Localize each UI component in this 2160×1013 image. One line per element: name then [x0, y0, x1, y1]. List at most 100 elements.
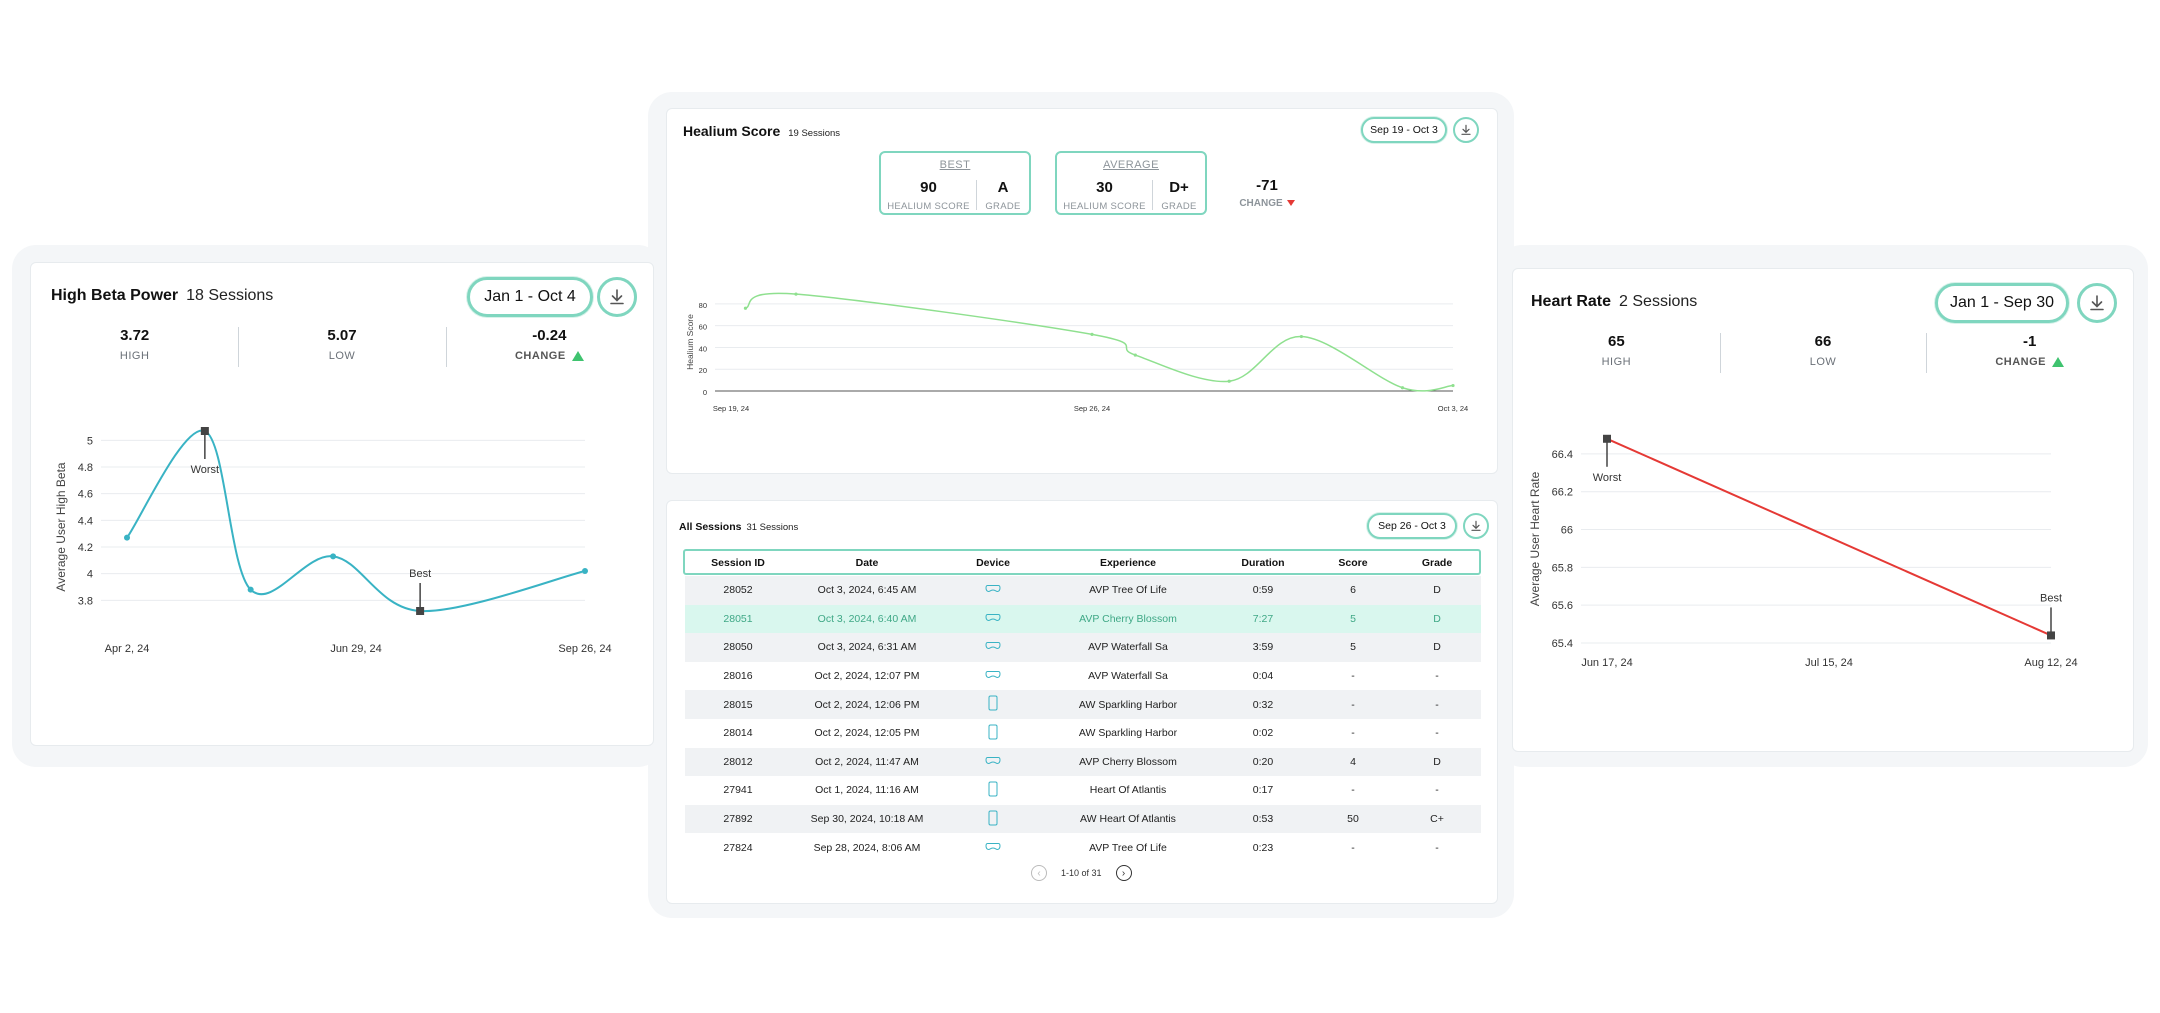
cell-grade: D [1433, 584, 1441, 597]
cell-duration: 0:20 [1252, 755, 1274, 768]
all-sessions-download-button[interactable] [1463, 513, 1489, 539]
stat-low: 66 LOW [1719, 333, 1927, 373]
average-score-label: HEALIUM SCORE [1063, 201, 1146, 212]
table-row[interactable]: 28014 Oct 2, 2024, 12:05 PM AW Sparkling H… [685, 719, 1481, 748]
series-line [745, 292, 1454, 392]
y-tick-label: 65.6 [1552, 600, 1573, 612]
stat-high: 65 HIGH [1513, 333, 1720, 373]
cell-experience: AW Sparkling Harbor [1078, 727, 1178, 740]
high-beta-range-label: Jan 1 - Oct 4 [484, 288, 576, 305]
x-tick-label: Sep 26, 24 [1074, 404, 1110, 413]
cell-device [943, 776, 1043, 805]
stat-value: -1 [2023, 333, 2037, 350]
prev-page-button[interactable]: ‹ [1031, 865, 1047, 881]
cell-score: 50 [1347, 813, 1359, 826]
best-score-box: BEST 90 HEALIUM SCORE A GRADE [879, 151, 1031, 215]
phone-icon [988, 695, 998, 711]
cell-date: Oct 3, 2024, 6:45 AM [817, 584, 917, 597]
y-tick-label: 4.4 [78, 515, 93, 527]
table-row[interactable]: 28051 Oct 3, 2024, 6:40 AM AVP Cherry Blos… [685, 604, 1481, 634]
best-header: BEST [939, 159, 971, 171]
phone-icon [988, 781, 998, 797]
cell-experience: AVP Cherry Blossom [1079, 612, 1177, 625]
high-beta-sessions: 18 Sessions [186, 287, 274, 304]
average-grade-label: GRADE [1161, 201, 1197, 212]
best-grade-label: GRADE [985, 201, 1021, 212]
x-tick-label: Jun 29, 24 [330, 643, 381, 655]
x-tick-label: Sep 26, 24 [558, 643, 611, 655]
column-header: Score [1338, 557, 1368, 569]
average-score: 30 [1096, 179, 1113, 196]
y-tick-label: 20 [699, 366, 707, 375]
average-cells: 30 HEALIUM SCORE D+ GRADE [1057, 179, 1205, 212]
table-row[interactable]: 27892 Sep 30, 2024, 10:18 AM AW Heart Of A… [685, 804, 1481, 834]
table-row[interactable]: 27941 Oct 1, 2024, 11:16 AM Heart Of Atlan… [685, 776, 1481, 805]
table-header-row: Session ID Date Device Experience Duration Sc… [685, 550, 1481, 576]
best-grade-cell: A GRADE [977, 179, 1029, 212]
change-up-icon [2052, 357, 2065, 368]
healium-title-text: Healium Score [683, 123, 781, 139]
cell-device [943, 805, 1043, 834]
healium-title: Healium Score 19 Sessions [683, 123, 840, 139]
annotation-label: Best [409, 568, 431, 580]
cell-experience: AW Heart Of Atlantis [1080, 813, 1176, 826]
heart-rate-download-button[interactable] [2077, 283, 2117, 323]
y-tick-label: 65.4 [1552, 638, 1573, 650]
all-sessions-title-text: All Sessions [679, 521, 742, 533]
cell-id: 27941 [723, 784, 753, 797]
high-beta-range-button[interactable]: Jan 1 - Oct 4 [467, 277, 593, 317]
high-beta-download-button[interactable] [597, 277, 637, 317]
data-point [1133, 353, 1137, 357]
cell-experience: AVP Tree Of Life [1089, 584, 1167, 597]
cell-score: - [1351, 698, 1355, 711]
headset-icon [985, 613, 1001, 621]
cell-device [943, 576, 1043, 605]
cell-score: - [1351, 841, 1355, 854]
y-axis-label: Average User Heart Rate [1528, 471, 1542, 606]
data-point [1299, 334, 1303, 339]
pagination: ‹ 1-10 of 31 › [1031, 865, 1132, 881]
table-row[interactable]: 28012 Oct 2, 2024, 11:47 AM AVP Cherry Blo… [685, 747, 1481, 777]
annotation-label: Worst [1593, 472, 1622, 484]
y-tick-label: 4 [87, 569, 93, 581]
column-header: Experience [1099, 557, 1157, 569]
heart-rate-range-button[interactable]: Jan 1 - Sep 30 [1935, 283, 2069, 323]
table-body: 28052 Oct 3, 2024, 6:45 AM AVP Tree Of Lif… [685, 576, 1481, 862]
all-sessions-card: All Sessions 31 Sessions Sep 26 - Oct 3 S… [666, 500, 1498, 904]
y-tick-label: 5 [87, 435, 93, 447]
healium-sessions: 19 Sessions [788, 128, 841, 139]
stat-value: 66 [1814, 333, 1832, 350]
cell-device [943, 748, 1043, 777]
column-header: Device [976, 557, 1010, 569]
high-beta-card: High Beta Power 18 Sessions Jan 1 - Oct 4… [30, 262, 654, 746]
annotation-label: Worst [191, 464, 220, 476]
table-row[interactable]: 28016 Oct 2, 2024, 12:07 PM AVP Waterfall … [685, 662, 1481, 691]
next-page-button[interactable]: › [1115, 865, 1132, 881]
cell-device [943, 662, 1043, 691]
all-sessions-range-button[interactable]: Sep 26 - Oct 3 [1367, 513, 1457, 539]
cell-grade: D [1433, 641, 1441, 654]
series-line [126, 429, 586, 613]
stat-change: -0.24 CHANGE [445, 327, 653, 367]
healium-download-button[interactable] [1453, 117, 1479, 143]
stat-label: LOW [1809, 356, 1837, 368]
column-header: Grade [1421, 557, 1453, 569]
heart-rate-sessions: 2 Sessions [1619, 293, 1698, 310]
table-row[interactable]: 27824 Sep 28, 2024, 8:06 AM AVP Tree Of Li… [685, 833, 1481, 862]
table-row[interactable]: 28050 Oct 3, 2024, 6:31 AM AVP Waterfall S… [685, 633, 1481, 662]
y-tick-label: 66.4 [1552, 449, 1573, 461]
cell-id: 27892 [723, 813, 753, 826]
x-tick-label: Apr 2, 24 [105, 643, 150, 655]
cell-experience: AVP Waterfall Sa [1088, 641, 1168, 654]
y-tick-label: 4.8 [78, 462, 93, 474]
heart-rate-range-label: Jan 1 - Sep 30 [1949, 294, 2055, 311]
table-row[interactable]: 28052 Oct 3, 2024, 6:45 AM AVP Tree Of Lif… [685, 576, 1481, 605]
x-tick-label: Aug 12, 24 [2024, 657, 2077, 669]
stat-change: -1 CHANGE [1926, 333, 2133, 373]
average-header: AVERAGE [1103, 159, 1159, 171]
table-row[interactable]: 28015 Oct 2, 2024, 12:06 PM AW Sparkling H… [685, 690, 1481, 719]
best-score-cell: 90 HEALIUM SCORE [881, 179, 976, 212]
y-tick-label: 4.2 [78, 542, 93, 554]
healium-range-button[interactable]: Sep 19 - Oct 3 [1361, 117, 1447, 143]
column-header: Date [855, 557, 879, 569]
